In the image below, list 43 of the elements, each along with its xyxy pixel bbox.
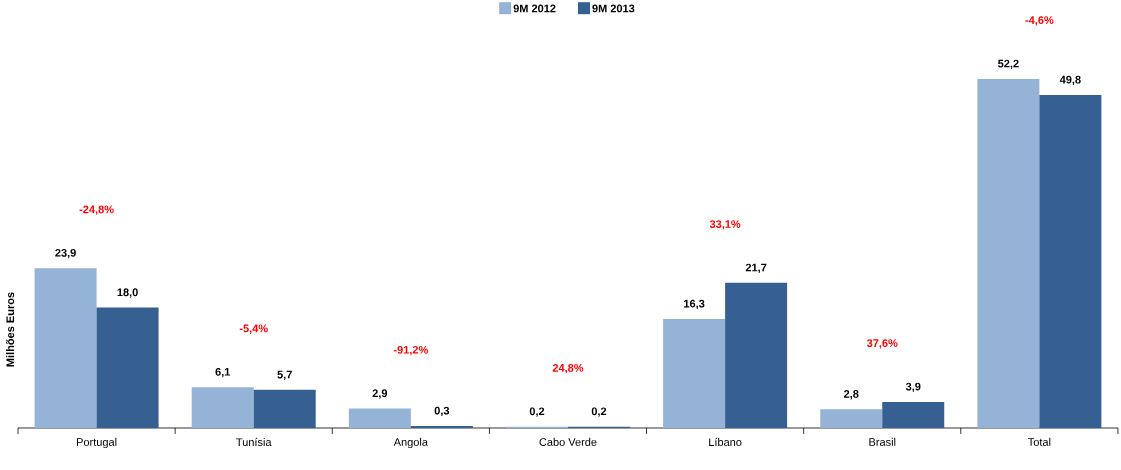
bar (34, 268, 97, 428)
bar (977, 78, 1040, 428)
bar (725, 282, 788, 428)
annotation: 24,8% (552, 363, 584, 374)
y-axis-title: Milhões Euros (6, 292, 15, 367)
data-label: 16,3 (684, 299, 705, 310)
data-label: 23,9 (55, 248, 76, 259)
data-label: 6,1 (215, 367, 231, 378)
bar (663, 318, 726, 428)
data-label: 0,3 (434, 406, 450, 417)
bar (1039, 94, 1102, 428)
bar (253, 389, 316, 428)
annotation: -24,8% (79, 205, 114, 215)
data-label: 18,0 (117, 288, 138, 298)
legend-label: 9M 2013 (592, 4, 635, 13)
data-label: 2,9 (372, 389, 388, 399)
x-tick-label: Líbano (709, 437, 742, 447)
annotation: 37,6% (866, 339, 898, 349)
x-tick-label: Portugal (77, 437, 117, 449)
data-label: 0,2 (591, 407, 607, 417)
bar (191, 387, 254, 428)
data-label: 52,2 (998, 59, 1019, 70)
legend-label: 9M 2012 (513, 4, 556, 13)
bar (410, 425, 473, 428)
data-label: 2,8 (843, 390, 859, 400)
bar (882, 401, 945, 428)
annotation: -91,2% (393, 345, 428, 356)
data-label: 5,7 (277, 370, 292, 381)
annotation: -4,6% (1025, 16, 1054, 26)
data-label: 49,8 (1059, 75, 1081, 86)
annotation: 33,1% (709, 220, 741, 230)
x-tick-label: Cabo Verde (539, 437, 597, 446)
bar (820, 409, 883, 428)
x-tick-label: Brasil (869, 437, 896, 446)
bar (96, 307, 159, 428)
bar (348, 408, 411, 428)
annotation: -5,4% (239, 324, 268, 334)
data-label: 21,7 (745, 263, 767, 274)
x-tick-label: Angola (393, 437, 428, 449)
data-label: 0,2 (529, 407, 545, 417)
x-tick-label: Tunísia (236, 437, 272, 447)
x-tick-label: Total (1028, 437, 1051, 446)
data-label: 3,9 (905, 382, 921, 393)
